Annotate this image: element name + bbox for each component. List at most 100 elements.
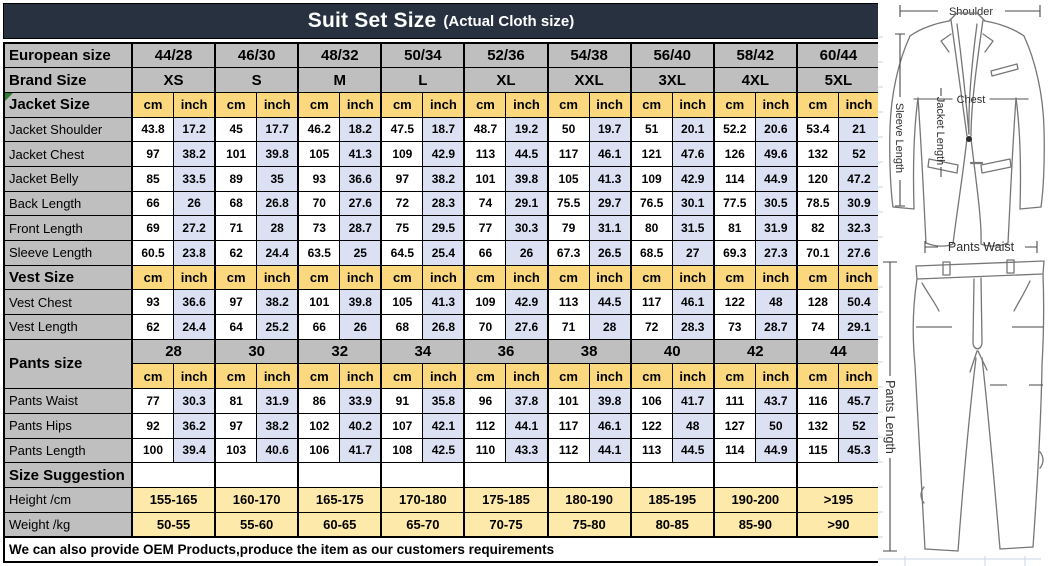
value-cell: 71 [546, 314, 590, 340]
table-row: Pants size 28 30 32 34 36 38 40 42 44 [3, 338, 881, 390]
value-cell: 42.5 [422, 437, 465, 464]
size-chart-sheet: Suit Set Size (Actual Cloth size) Europe… [3, 3, 881, 563]
value-cell: 41.7 [671, 388, 715, 414]
unit-cell: cm [629, 264, 673, 291]
value-cell: 70 [463, 314, 507, 340]
value-cell: 113 [629, 437, 673, 464]
table-row: Pants Length 100 39.4 103 40.6 106 41.7 108 42.5… [3, 437, 881, 464]
group-cell: 4XL [712, 67, 798, 93]
row-label-vest-size: Vest Size [3, 264, 133, 291]
group-cell: >195 [795, 486, 881, 513]
value-cell: 26.8 [422, 314, 465, 340]
value-cell: 28.7 [754, 314, 798, 340]
table-row: cm inch cm inch cm inch cm inch cm inch cm inch cm in… [4, 363, 881, 390]
value-cell: 28 [588, 314, 632, 340]
value-cell: 29.1 [505, 190, 549, 217]
value-cell: 39.8 [588, 388, 632, 414]
value-cell: 39.8 [339, 289, 382, 316]
value-cell: 92 [131, 412, 175, 439]
value-cell: 46.1 [588, 141, 632, 167]
value-cell: 31.9 [256, 388, 299, 414]
value-cell: 128 [795, 289, 839, 316]
unit-cell: cm [131, 91, 175, 118]
row-label-pants-hips: Pants Hips [3, 412, 133, 439]
value-cell: 120 [795, 165, 839, 192]
value-cell: 69.3 [712, 240, 756, 266]
value-cell: 106 [297, 437, 341, 464]
group-cell: 48/32 [297, 42, 382, 69]
value-cell: 60.5 [131, 240, 175, 266]
group-cell: 70-75 [463, 511, 549, 538]
value-cell: 67.3 [546, 240, 590, 266]
value-cell: 107 [380, 412, 424, 439]
group-cell: 165-175 [297, 486, 382, 513]
group-cell: 28 [130, 338, 216, 365]
value-cell: 38.2 [422, 165, 465, 192]
value-cell: 105 [297, 141, 341, 167]
value-cell: 26 [339, 314, 382, 340]
value-cell: 89 [214, 165, 258, 192]
unit-cell: cm [297, 264, 341, 291]
value-cell: 17.2 [173, 116, 216, 143]
unit-cell: cm [297, 363, 341, 390]
value-cell: 73 [712, 314, 756, 340]
value-cell: 40.2 [339, 412, 382, 439]
value-cell: 122 [712, 289, 756, 316]
value-cell: 44.1 [588, 437, 632, 464]
group-cell: 34 [380, 338, 465, 365]
value-cell: 52 [837, 141, 881, 167]
unit-cell: inch [588, 264, 632, 291]
group-cell: S [214, 67, 299, 93]
table-row: Front Length 69 27.2 71 28 73 28.7 75 29.5 77 30.3… [3, 215, 881, 241]
unit-cell: inch [588, 91, 632, 118]
table-row: Size Suggestion [3, 462, 881, 488]
row-label-height-cm: Height /cm [3, 486, 133, 513]
value-cell: 102 [297, 412, 341, 439]
value-cell: 77 [463, 215, 507, 241]
oem-note: We can also provide OEM Products,produce… [3, 535, 881, 563]
value-cell: 81 [214, 388, 258, 414]
value-cell: 75 [380, 215, 424, 241]
value-cell: 36.6 [173, 289, 216, 316]
unit-cell: cm [712, 264, 756, 291]
value-cell: 64.5 [380, 240, 424, 266]
unit-cell: cm [546, 264, 590, 291]
value-cell: 93 [297, 165, 341, 192]
value-cell: 63.5 [297, 240, 341, 266]
value-cell: 23.8 [173, 240, 216, 266]
group-cell: 58/42 [712, 42, 798, 69]
unit-cell: cm [214, 363, 258, 390]
value-cell: 81 [712, 215, 756, 241]
unit-cell: cm [131, 363, 175, 390]
value-cell: 26.8 [256, 190, 299, 217]
unit-cell: cm [629, 363, 673, 390]
value-cell: 29.5 [422, 215, 465, 241]
value-cell: 30.5 [754, 190, 798, 217]
value-cell: 50 [546, 116, 590, 143]
value-cell: 62 [131, 314, 175, 340]
value-cell: 66 [297, 314, 341, 340]
garment-sketch: Shoulder [878, 5, 1045, 566]
unit-cell: inch [173, 91, 216, 118]
value-cell: 42.9 [671, 165, 715, 192]
group-cell: >90 [795, 511, 881, 538]
value-cell: 53.4 [795, 116, 839, 143]
unit-cell: inch [837, 91, 881, 118]
value-cell: 28 [256, 215, 299, 241]
value-cell: 26 [505, 240, 549, 266]
row-label-jacket-size: Jacket Size [3, 91, 133, 118]
value-cell: 80 [629, 215, 673, 241]
value-cell: 30.1 [671, 190, 715, 217]
unit-cell: cm [795, 363, 839, 390]
group-cell: 175-185 [463, 486, 549, 513]
value-cell: 62 [214, 240, 258, 266]
value-cell: 29.7 [588, 190, 632, 217]
value-cell: 77.5 [712, 190, 756, 217]
value-cell: 110 [463, 437, 507, 464]
value-cell: 39.8 [505, 165, 549, 192]
group-cell: 44/28 [130, 42, 216, 69]
group-cell: 50/34 [380, 42, 465, 69]
value-cell: 21 [837, 116, 881, 143]
group-cell: 46/30 [214, 42, 299, 69]
unit-cell: inch [422, 363, 465, 390]
